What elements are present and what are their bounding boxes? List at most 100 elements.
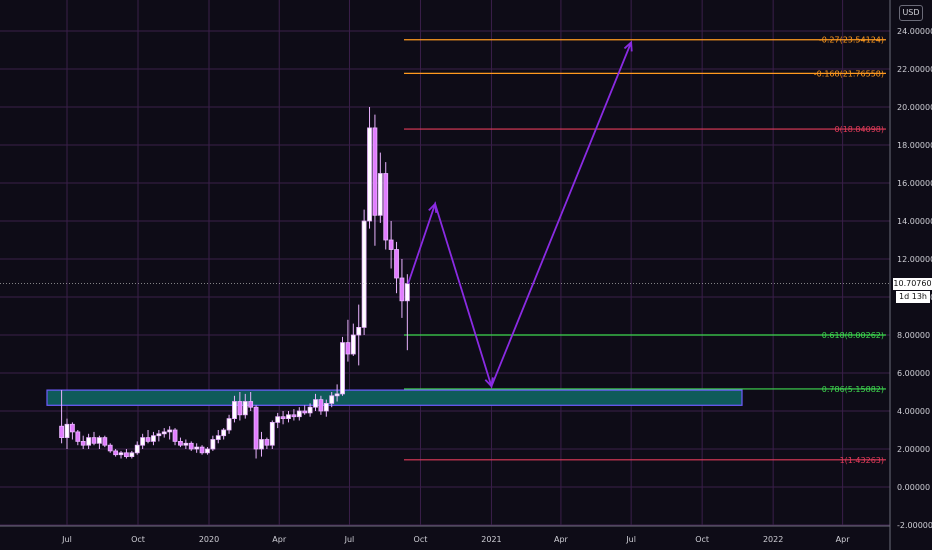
candle-body	[399, 277, 405, 302]
x-tick-label: Apr	[836, 535, 851, 544]
y-axis: 24.00000 22.00000 20.00000 18.00000 16.00000…	[897, 27, 932, 530]
candle-body	[356, 326, 362, 336]
candle-body	[145, 437, 151, 442]
candle-body	[291, 414, 297, 418]
candle-body	[372, 127, 378, 216]
arrow-head	[484, 377, 494, 389]
candle-body	[113, 450, 119, 456]
x-tick-label: Oct	[414, 535, 428, 544]
candle-body	[97, 437, 102, 444]
currency-badge[interactable]: USD	[899, 5, 923, 21]
candle-body	[161, 431, 167, 435]
fib-label: -0.27(23.54124)	[819, 36, 884, 45]
candle-body	[151, 435, 156, 442]
candle-body	[226, 418, 232, 431]
candles	[59, 107, 410, 459]
x-tick-label: 2021	[481, 535, 501, 544]
candle-body	[361, 220, 367, 328]
candle-body	[124, 452, 129, 457]
x-tick-label: Oct	[695, 535, 709, 544]
bar-countdown-tag: 1d 13h	[896, 291, 930, 303]
candle-body	[367, 127, 372, 222]
candle-body	[323, 402, 329, 412]
fib-label: -0.168(21.76558)	[814, 69, 884, 78]
candle-body	[388, 239, 394, 250]
candle-body	[80, 440, 86, 446]
x-axis: Jul Oct 2020 Apr Jul Oct 2021 Apr Jul Oct 2022 Apr	[61, 535, 850, 544]
candle-body	[107, 444, 113, 452]
candle-body	[75, 431, 81, 442]
candle-body	[194, 446, 200, 450]
y-tick-label: 12.00000	[897, 255, 932, 264]
support-zone-rect	[46, 389, 743, 406]
candle-body	[210, 439, 216, 450]
candle-body	[259, 439, 264, 450]
arrow-head	[623, 40, 633, 52]
candle-body	[237, 401, 243, 416]
y-tick-label: 0.00000	[897, 483, 930, 492]
candle-body	[70, 423, 75, 433]
candle-body	[318, 399, 324, 412]
candle-body	[205, 448, 210, 454]
fib-label: 1(1.43263)	[840, 456, 884, 465]
candle-body	[156, 433, 162, 437]
candle-body	[296, 410, 302, 418]
candle-body	[232, 401, 237, 420]
candle-body	[64, 423, 70, 438]
projection-line	[407, 42, 632, 389]
candle-body	[188, 442, 194, 450]
candle-body	[334, 393, 340, 397]
x-tick-label: 2020	[199, 535, 219, 544]
candle-body	[118, 452, 124, 456]
fib-label: 0.618(8.00262)	[822, 331, 884, 340]
candle-body	[269, 421, 275, 446]
candle-body	[280, 416, 286, 420]
candle-body	[253, 406, 259, 450]
y-tick-label: 24.00000	[897, 27, 932, 36]
candle-body	[221, 429, 227, 437]
candle-body	[59, 425, 64, 439]
fib-label: 0(18.84098)	[834, 125, 884, 134]
candle-body	[140, 437, 146, 446]
candle-body	[102, 437, 108, 446]
x-tick-label: 2022	[763, 535, 783, 544]
y-tick-label: 14.00000	[897, 217, 932, 226]
candle-body	[172, 429, 178, 442]
candle-body	[86, 437, 92, 446]
candle-body	[345, 342, 351, 355]
candle-body	[167, 429, 173, 433]
candle-body	[199, 446, 205, 454]
fibonacci-levels: -0.27(23.54124) -0.168(21.76558) 0(18.8409…	[404, 36, 886, 465]
candle-body	[307, 406, 313, 414]
candle-body	[91, 437, 97, 444]
candle-body	[129, 452, 135, 457]
candle-body	[302, 410, 308, 414]
y-tick-label: 16.00000	[897, 179, 932, 188]
candle-body	[178, 440, 183, 446]
fib-label: 0.786(5.15882)	[822, 385, 884, 394]
y-tick-label: -2.00000	[897, 521, 932, 530]
candle-body	[313, 399, 318, 408]
x-tick-label: Oct	[131, 535, 145, 544]
candle-body	[134, 444, 140, 454]
candle-body	[377, 173, 383, 216]
candle-body	[340, 342, 345, 395]
candle-body	[242, 401, 248, 416]
projection-arrow	[407, 40, 633, 389]
y-tick-label: 20.00000	[897, 103, 932, 112]
candle-body	[383, 173, 389, 241]
y-tick-label: 6.00000	[897, 369, 930, 378]
x-tick-label: Jul	[625, 535, 636, 544]
y-tick-label: 22.00000	[897, 65, 932, 74]
x-tick-label: Jul	[61, 535, 72, 544]
arrow-head	[428, 201, 438, 213]
y-tick-label: 8.00000	[897, 331, 930, 340]
candle-body	[404, 283, 410, 302]
candle-body	[183, 442, 189, 446]
y-tick-label: 2.00000	[897, 445, 930, 454]
last-price-tag: 10.70760	[893, 278, 932, 290]
candle-body	[394, 249, 399, 279]
grid	[0, 0, 891, 550]
x-tick-label: Apr	[272, 535, 287, 544]
